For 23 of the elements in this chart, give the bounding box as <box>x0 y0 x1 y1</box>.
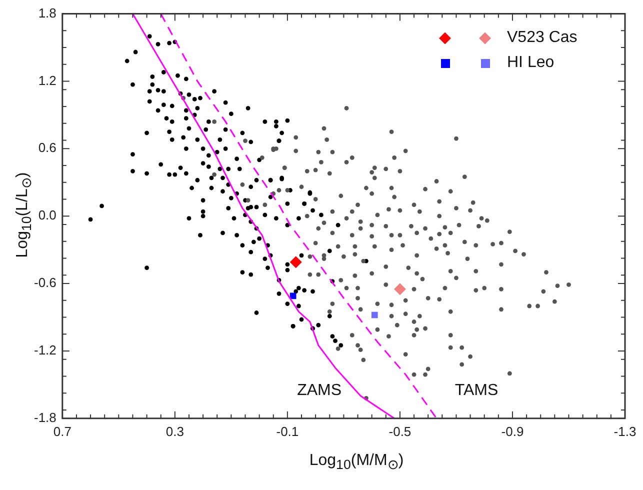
x-tick-label: 0.3 <box>166 424 184 439</box>
x-tick-label: -0.9 <box>501 424 524 439</box>
y-tick-label: -1.2 <box>34 342 56 358</box>
y-tick-label: -1.8 <box>34 410 56 425</box>
y-tick-label: -0.6 <box>34 275 56 290</box>
legend-label: V523 Cas <box>507 29 578 48</box>
y-tick-label: 0.0 <box>38 208 56 223</box>
x-tick-label: 0.7 <box>53 424 72 439</box>
series-label: ZAMS <box>297 382 342 399</box>
series-label: TAMS <box>454 382 498 399</box>
line-series <box>160 14 438 418</box>
x-axis-title: Log$_{10}$(M/M$_{⊙}$) <box>308 452 405 472</box>
y-tick-label: 1.8 <box>38 5 56 20</box>
x-tick-label: -0.1 <box>276 424 299 439</box>
x-tick-label: -1.3 <box>614 424 636 439</box>
x-tick-label: -0.5 <box>388 424 412 439</box>
point <box>290 292 296 300</box>
y-tick-label: 0.6 <box>38 140 56 156</box>
point <box>290 256 302 268</box>
point <box>371 312 378 318</box>
legend-label: HI Leo <box>507 54 554 72</box>
point <box>394 283 406 296</box>
y-tick-label: 1.2 <box>38 72 56 88</box>
